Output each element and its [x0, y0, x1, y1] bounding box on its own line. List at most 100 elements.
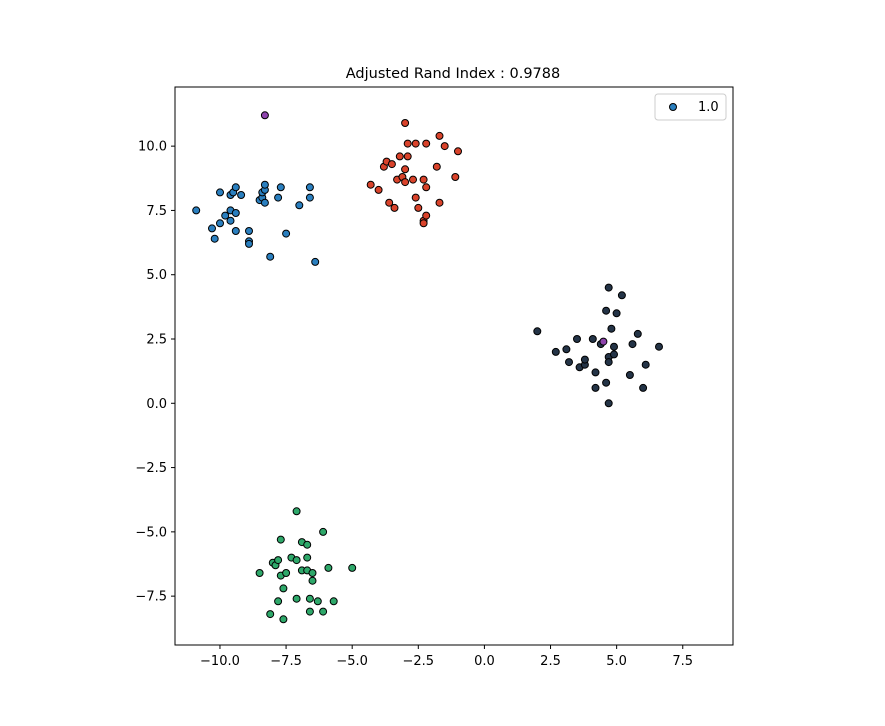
points-layer	[192, 111, 663, 624]
data-point	[628, 340, 637, 349]
data-point	[562, 345, 571, 354]
y-tick-label: −5.0	[135, 525, 167, 540]
data-point	[612, 309, 621, 318]
data-point	[419, 175, 428, 184]
data-point	[279, 615, 288, 624]
data-point	[374, 185, 383, 194]
data-point	[231, 183, 240, 192]
data-point	[617, 291, 626, 300]
data-point	[305, 607, 314, 616]
data-point	[276, 535, 285, 544]
data-point	[303, 540, 312, 549]
data-point	[401, 178, 410, 187]
data-point	[409, 175, 417, 184]
data-point	[588, 335, 597, 343]
data-point	[292, 556, 301, 565]
data-point	[602, 378, 611, 387]
data-point	[565, 358, 573, 367]
data-point	[210, 234, 219, 243]
data-point	[274, 193, 283, 202]
data-point	[403, 152, 412, 161]
legend-box	[654, 93, 727, 121]
data-point	[435, 198, 444, 207]
data-point	[599, 337, 608, 346]
data-point	[295, 201, 304, 210]
data-point	[226, 216, 235, 225]
data-point	[260, 180, 269, 189]
data-point	[366, 180, 375, 189]
legend: 1.0	[654, 93, 727, 121]
data-point	[403, 139, 412, 148]
data-point	[245, 239, 253, 248]
data-point	[260, 111, 269, 120]
y-tick-label: −2.5	[135, 461, 167, 476]
data-point	[580, 355, 589, 364]
y-axis-ticks: −7.5 −5.0 −2.5 0.0 2.5 5.0 7.5 10.0	[135, 140, 175, 605]
data-point	[324, 563, 333, 572]
y-tick-label: 5.0	[146, 268, 167, 283]
data-point	[216, 188, 224, 197]
data-point	[435, 131, 444, 140]
data-point	[610, 350, 618, 359]
data-point	[419, 219, 428, 228]
data-point	[292, 507, 301, 516]
data-point	[633, 329, 642, 338]
data-point	[319, 527, 328, 536]
data-point	[610, 342, 618, 351]
data-point	[305, 594, 314, 603]
data-point	[274, 597, 283, 606]
data-point	[305, 193, 314, 202]
x-tick-label: 5.0	[606, 654, 627, 669]
data-point	[432, 162, 441, 171]
data-point	[216, 219, 224, 228]
data-point	[390, 203, 399, 212]
data-point	[266, 252, 275, 261]
data-point	[573, 335, 581, 343]
data-point	[414, 203, 423, 212]
data-point	[308, 569, 317, 577]
data-point	[276, 183, 285, 192]
axes-frame	[174, 86, 734, 646]
data-point	[533, 327, 542, 336]
data-point	[639, 383, 648, 392]
data-point	[591, 368, 600, 377]
y-tick-label: 7.5	[146, 204, 167, 219]
data-point	[319, 607, 328, 616]
data-point	[604, 399, 613, 408]
data-point	[451, 173, 460, 181]
data-point	[260, 198, 269, 207]
x-tick-label: −5.0	[336, 654, 368, 669]
data-point	[237, 191, 246, 199]
data-point	[602, 306, 611, 315]
data-point	[551, 347, 560, 356]
data-point	[607, 324, 616, 333]
data-point	[604, 283, 613, 292]
legend-label: 1.0	[698, 100, 719, 115]
data-point	[208, 224, 216, 233]
data-point	[231, 227, 240, 235]
y-tick-label: 10.0	[138, 140, 167, 155]
data-point	[292, 594, 301, 603]
data-point	[308, 576, 317, 585]
data-point	[279, 584, 288, 593]
x-tick-label: −7.5	[270, 654, 302, 669]
data-point	[604, 358, 613, 367]
y-tick-label: 0.0	[146, 397, 167, 412]
data-point	[329, 597, 338, 606]
data-point	[401, 165, 410, 174]
x-tick-label: −10.0	[200, 654, 240, 669]
data-point	[422, 211, 431, 220]
data-point	[231, 209, 240, 217]
data-point	[305, 183, 314, 192]
y-tick-label: 2.5	[146, 333, 167, 348]
data-point	[655, 342, 663, 351]
x-tick-label: 7.5	[672, 654, 693, 669]
data-point	[422, 183, 431, 192]
data-point	[385, 198, 394, 207]
x-tick-label: 2.5	[540, 654, 561, 669]
data-point	[454, 147, 462, 156]
y-tick-label: −7.5	[135, 590, 167, 605]
data-point	[192, 206, 201, 215]
x-tick-label: 0.0	[474, 654, 495, 669]
